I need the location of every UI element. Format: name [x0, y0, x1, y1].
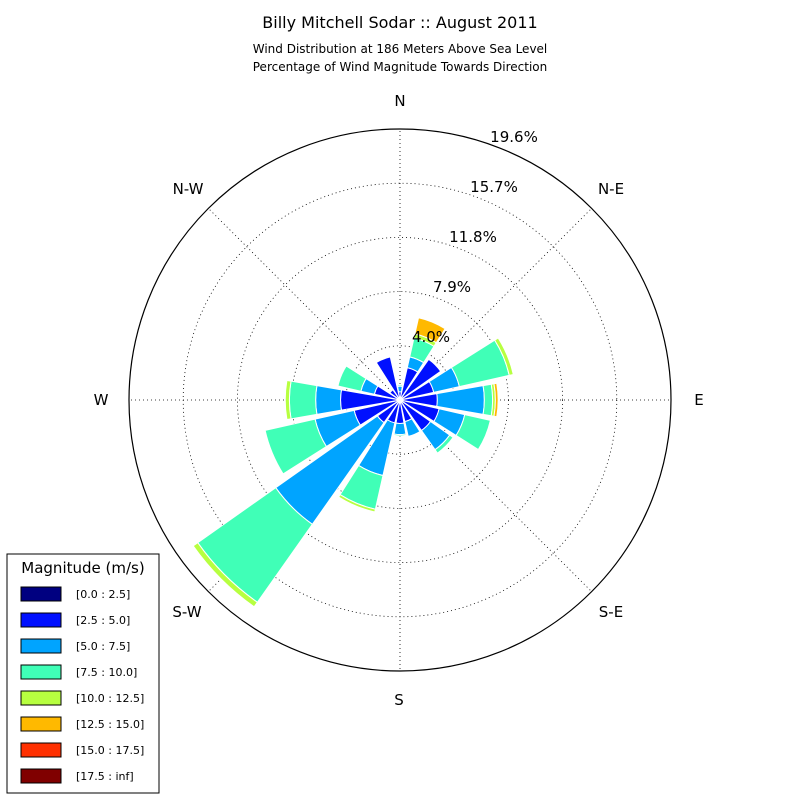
chart-subtitle-line-2: Percentage of Wind Magnitude Towards Dir… — [253, 60, 547, 74]
legend-title: Magnitude (m/s) — [21, 559, 144, 577]
direction-sector — [264, 399, 401, 475]
wind-bar-segment — [482, 383, 494, 417]
direction-label-n-w: N-W — [173, 180, 204, 198]
direction-label-e: E — [694, 391, 703, 409]
wind-bar-segment — [375, 356, 400, 399]
legend-swatch — [20, 612, 62, 628]
wind-bar-segment — [393, 422, 407, 436]
wind-bar-segment — [264, 418, 328, 475]
direction-label-w: W — [94, 391, 109, 409]
legend-swatch — [20, 664, 62, 680]
wind-bar-segment — [315, 385, 342, 415]
direction-sector — [399, 337, 514, 401]
direction-label-n: N — [394, 92, 405, 110]
legend-swatch — [20, 768, 62, 784]
wind-bar-segment — [414, 317, 446, 344]
direction-sector — [192, 399, 401, 608]
legend-label: [7.5 : 10.0] — [76, 666, 137, 679]
direction-sector — [399, 399, 454, 454]
ring-label: 7.9% — [433, 278, 471, 296]
wind-bar-segment — [434, 434, 454, 454]
wind-bar-segment — [455, 413, 491, 451]
legend-swatch — [20, 690, 62, 706]
wind-bar-segment — [393, 433, 407, 437]
chart-title: Billy Mitchell Sodar :: August 2011 — [262, 13, 537, 32]
legend: Magnitude (m/s) [0.0 : 2.5] [2.5 : 5.0] [5… — [6, 553, 160, 794]
legend-swatch — [20, 716, 62, 732]
chart-subtitle-line-1: Wind Distribution at 186 Meters Above Se… — [253, 42, 548, 56]
legend-label: [5.0 : 7.5] — [76, 640, 130, 653]
direction-label-s: S — [394, 691, 404, 709]
direction-sector — [399, 382, 499, 418]
direction-sector — [399, 317, 446, 401]
radial-gridline — [208, 208, 401, 401]
wind-bars — [192, 317, 514, 608]
wind-bar-segment — [284, 379, 292, 421]
direction-label-s-w: S-W — [172, 603, 201, 621]
legend-swatch — [20, 742, 62, 758]
direction-sector — [284, 379, 401, 421]
wind-bar-segment — [404, 418, 421, 438]
legend-label: [10.0 : 12.5] — [76, 692, 144, 705]
wind-bar-segment — [337, 493, 376, 513]
ring-label: 4.0% — [412, 328, 450, 346]
ring-gridline — [182, 182, 618, 618]
direction-sector — [399, 399, 491, 451]
direction-sector — [375, 356, 401, 401]
ring-label: 19.6% — [490, 128, 538, 146]
wind-bar-segment — [396, 384, 404, 387]
legend-label: [2.5 : 5.0] — [76, 614, 130, 627]
legend-swatch — [20, 638, 62, 654]
legend-label: [0.0 : 2.5] — [76, 588, 130, 601]
wind-bar-segment — [493, 382, 499, 418]
direction-label-n-e: N-E — [598, 180, 624, 198]
direction-label-s-e: S-E — [599, 603, 623, 621]
direction-sector — [337, 365, 401, 401]
wind-bar-segment — [493, 337, 514, 376]
ring-gridline — [236, 236, 564, 564]
polar-labels: N N-E E S-E S S-W W N-W 4.0% 7.9% 11.8% 15.7% 19.6% — [94, 92, 704, 709]
outer-circle — [128, 128, 672, 672]
direction-sector — [337, 399, 401, 513]
wind-bar-segment — [389, 389, 400, 400]
ring-label: 11.8% — [449, 228, 497, 246]
legend-label: [15.0 : 17.5] — [76, 744, 144, 757]
legend-label: [17.5 : inf] — [76, 770, 134, 783]
wind-bar-segment — [288, 380, 318, 420]
legend-label: [12.5 : 15.0] — [76, 718, 144, 731]
wind-bar-segment — [337, 365, 367, 392]
ring-label: 15.7% — [470, 178, 518, 196]
wind-bar-segment — [192, 541, 259, 608]
legend-swatch — [20, 586, 62, 602]
wind-bar-segment — [400, 358, 442, 400]
legend-items: [0.0 : 2.5] [2.5 : 5.0] [5.0 : 7.5] [7.5 : … — [20, 586, 144, 784]
direction-sector — [393, 399, 407, 437]
